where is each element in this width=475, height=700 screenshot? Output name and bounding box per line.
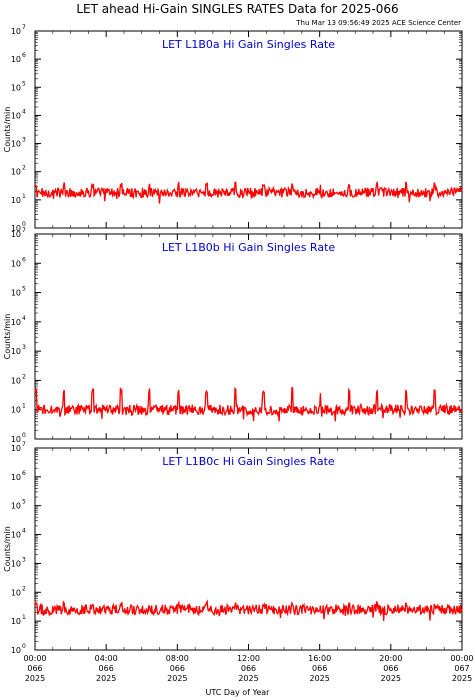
x-tick-label: 2025 bbox=[25, 674, 45, 683]
x-tick-label: 066 bbox=[170, 664, 185, 673]
y-tick-label: 10 bbox=[11, 55, 21, 64]
panel-title: LET L1B0c Hi Gain Singles Rate bbox=[162, 455, 335, 468]
x-tick-label: 12:00 bbox=[237, 654, 260, 663]
y-axis-label: Counts/min bbox=[3, 107, 12, 153]
y-tick-label: 10 bbox=[11, 617, 21, 626]
x-tick-label: 20:00 bbox=[379, 654, 402, 663]
y-tick-label-exponent: 1 bbox=[22, 193, 26, 200]
y-tick-label-exponent: 4 bbox=[22, 528, 26, 535]
panel-title: LET L1B0a Hi Gain Singles Rate bbox=[162, 38, 335, 51]
plot-frame-1 bbox=[34, 30, 463, 229]
y-tick-label: 10 bbox=[11, 646, 21, 655]
x-tick-label: 16:00 bbox=[308, 654, 331, 663]
generation-timestamp: Thu Mar 13 09:56:49 2025 ACE Science Cen… bbox=[296, 19, 461, 27]
x-tick-label: 066 bbox=[27, 664, 42, 673]
y-tick-label-exponent: 1 bbox=[22, 614, 26, 621]
x-tick-label: 00:00 bbox=[450, 654, 473, 663]
y-tick-label: 10 bbox=[11, 376, 21, 385]
y-tick-label-exponent: 4 bbox=[22, 108, 26, 115]
y-tick-label: 10 bbox=[11, 289, 21, 298]
plot-frame-3 bbox=[34, 447, 463, 651]
y-tick-label-exponent: 3 bbox=[22, 137, 26, 144]
y-axis-label: Counts/min bbox=[3, 314, 12, 360]
y-tick-label-exponent: 7 bbox=[22, 441, 26, 448]
y-tick-label-exponent: 0 bbox=[22, 432, 26, 439]
y-tick-label-exponent: 1 bbox=[22, 403, 26, 410]
y-tick-label: 10 bbox=[11, 559, 21, 568]
x-tick-label: 2025 bbox=[309, 674, 329, 683]
y-tick-label: 10 bbox=[11, 531, 21, 540]
x-tick-label: 08:00 bbox=[166, 654, 189, 663]
y-tick-label: 10 bbox=[11, 347, 21, 356]
y-tick-label-exponent: 2 bbox=[22, 373, 26, 380]
y-tick-label: 10 bbox=[11, 444, 21, 453]
x-tick-label: 00:00 bbox=[23, 654, 46, 663]
panel-title: LET L1B0b Hi Gain Singles Rate bbox=[162, 241, 336, 254]
x-tick-label: 066 bbox=[312, 664, 327, 673]
y-tick-label: 10 bbox=[11, 435, 21, 444]
y-tick-label-exponent: 2 bbox=[22, 165, 26, 172]
x-tick-label: 2025 bbox=[96, 674, 116, 683]
y-tick-label-exponent: 3 bbox=[22, 344, 26, 351]
y-tick-label-exponent: 3 bbox=[22, 556, 26, 563]
y-axis-label: Counts/min bbox=[3, 526, 12, 572]
y-tick-label: 10 bbox=[11, 111, 21, 120]
y-tick-label-exponent: 6 bbox=[22, 470, 26, 477]
x-tick-label: 2025 bbox=[167, 674, 187, 683]
y-tick-label-exponent: 5 bbox=[22, 286, 26, 293]
x-tick-label: 067 bbox=[454, 664, 469, 673]
y-tick-label: 10 bbox=[11, 83, 21, 92]
y-tick-label: 10 bbox=[11, 588, 21, 597]
x-tick-label: 066 bbox=[241, 664, 256, 673]
y-tick-label-exponent: 2 bbox=[22, 585, 26, 592]
y-tick-label: 10 bbox=[11, 259, 21, 268]
y-tick-label-exponent: 7 bbox=[22, 227, 26, 234]
y-tick-label-exponent: 0 bbox=[22, 221, 26, 228]
y-tick-label: 10 bbox=[11, 140, 21, 149]
y-tick-label: 10 bbox=[11, 502, 21, 511]
y-tick-label: 10 bbox=[11, 27, 21, 36]
y-tick-label-exponent: 6 bbox=[22, 256, 26, 263]
y-tick-label: 10 bbox=[11, 168, 21, 177]
x-tick-label: 2025 bbox=[238, 674, 258, 683]
x-tick-label: 2025 bbox=[381, 674, 401, 683]
series-line-3 bbox=[34, 599, 463, 621]
y-tick-label-exponent: 4 bbox=[22, 315, 26, 322]
x-tick-label: 2025 bbox=[452, 674, 472, 683]
x-axis-label: UTC Day of Year bbox=[205, 688, 270, 697]
x-tick-label: 066 bbox=[99, 664, 114, 673]
y-tick-label-exponent: 5 bbox=[22, 80, 26, 87]
y-tick-label-exponent: 5 bbox=[22, 499, 26, 506]
y-tick-label: 10 bbox=[11, 224, 21, 233]
y-tick-label: 10 bbox=[11, 406, 21, 415]
x-tick-label: 04:00 bbox=[95, 654, 118, 663]
page-title: LET ahead Hi-Gain SINGLES RATES Data for… bbox=[76, 2, 399, 16]
y-tick-label-exponent: 0 bbox=[22, 643, 26, 650]
y-tick-label: 10 bbox=[11, 318, 21, 327]
y-tick-label-exponent: 6 bbox=[22, 52, 26, 59]
y-tick-label: 10 bbox=[11, 473, 21, 482]
x-tick-label: 066 bbox=[383, 664, 398, 673]
series-line-1 bbox=[34, 181, 463, 204]
y-tick-label-exponent: 7 bbox=[22, 24, 26, 31]
y-tick-label: 10 bbox=[11, 230, 21, 239]
series-line-2 bbox=[34, 386, 463, 422]
y-tick-label: 10 bbox=[11, 196, 21, 205]
